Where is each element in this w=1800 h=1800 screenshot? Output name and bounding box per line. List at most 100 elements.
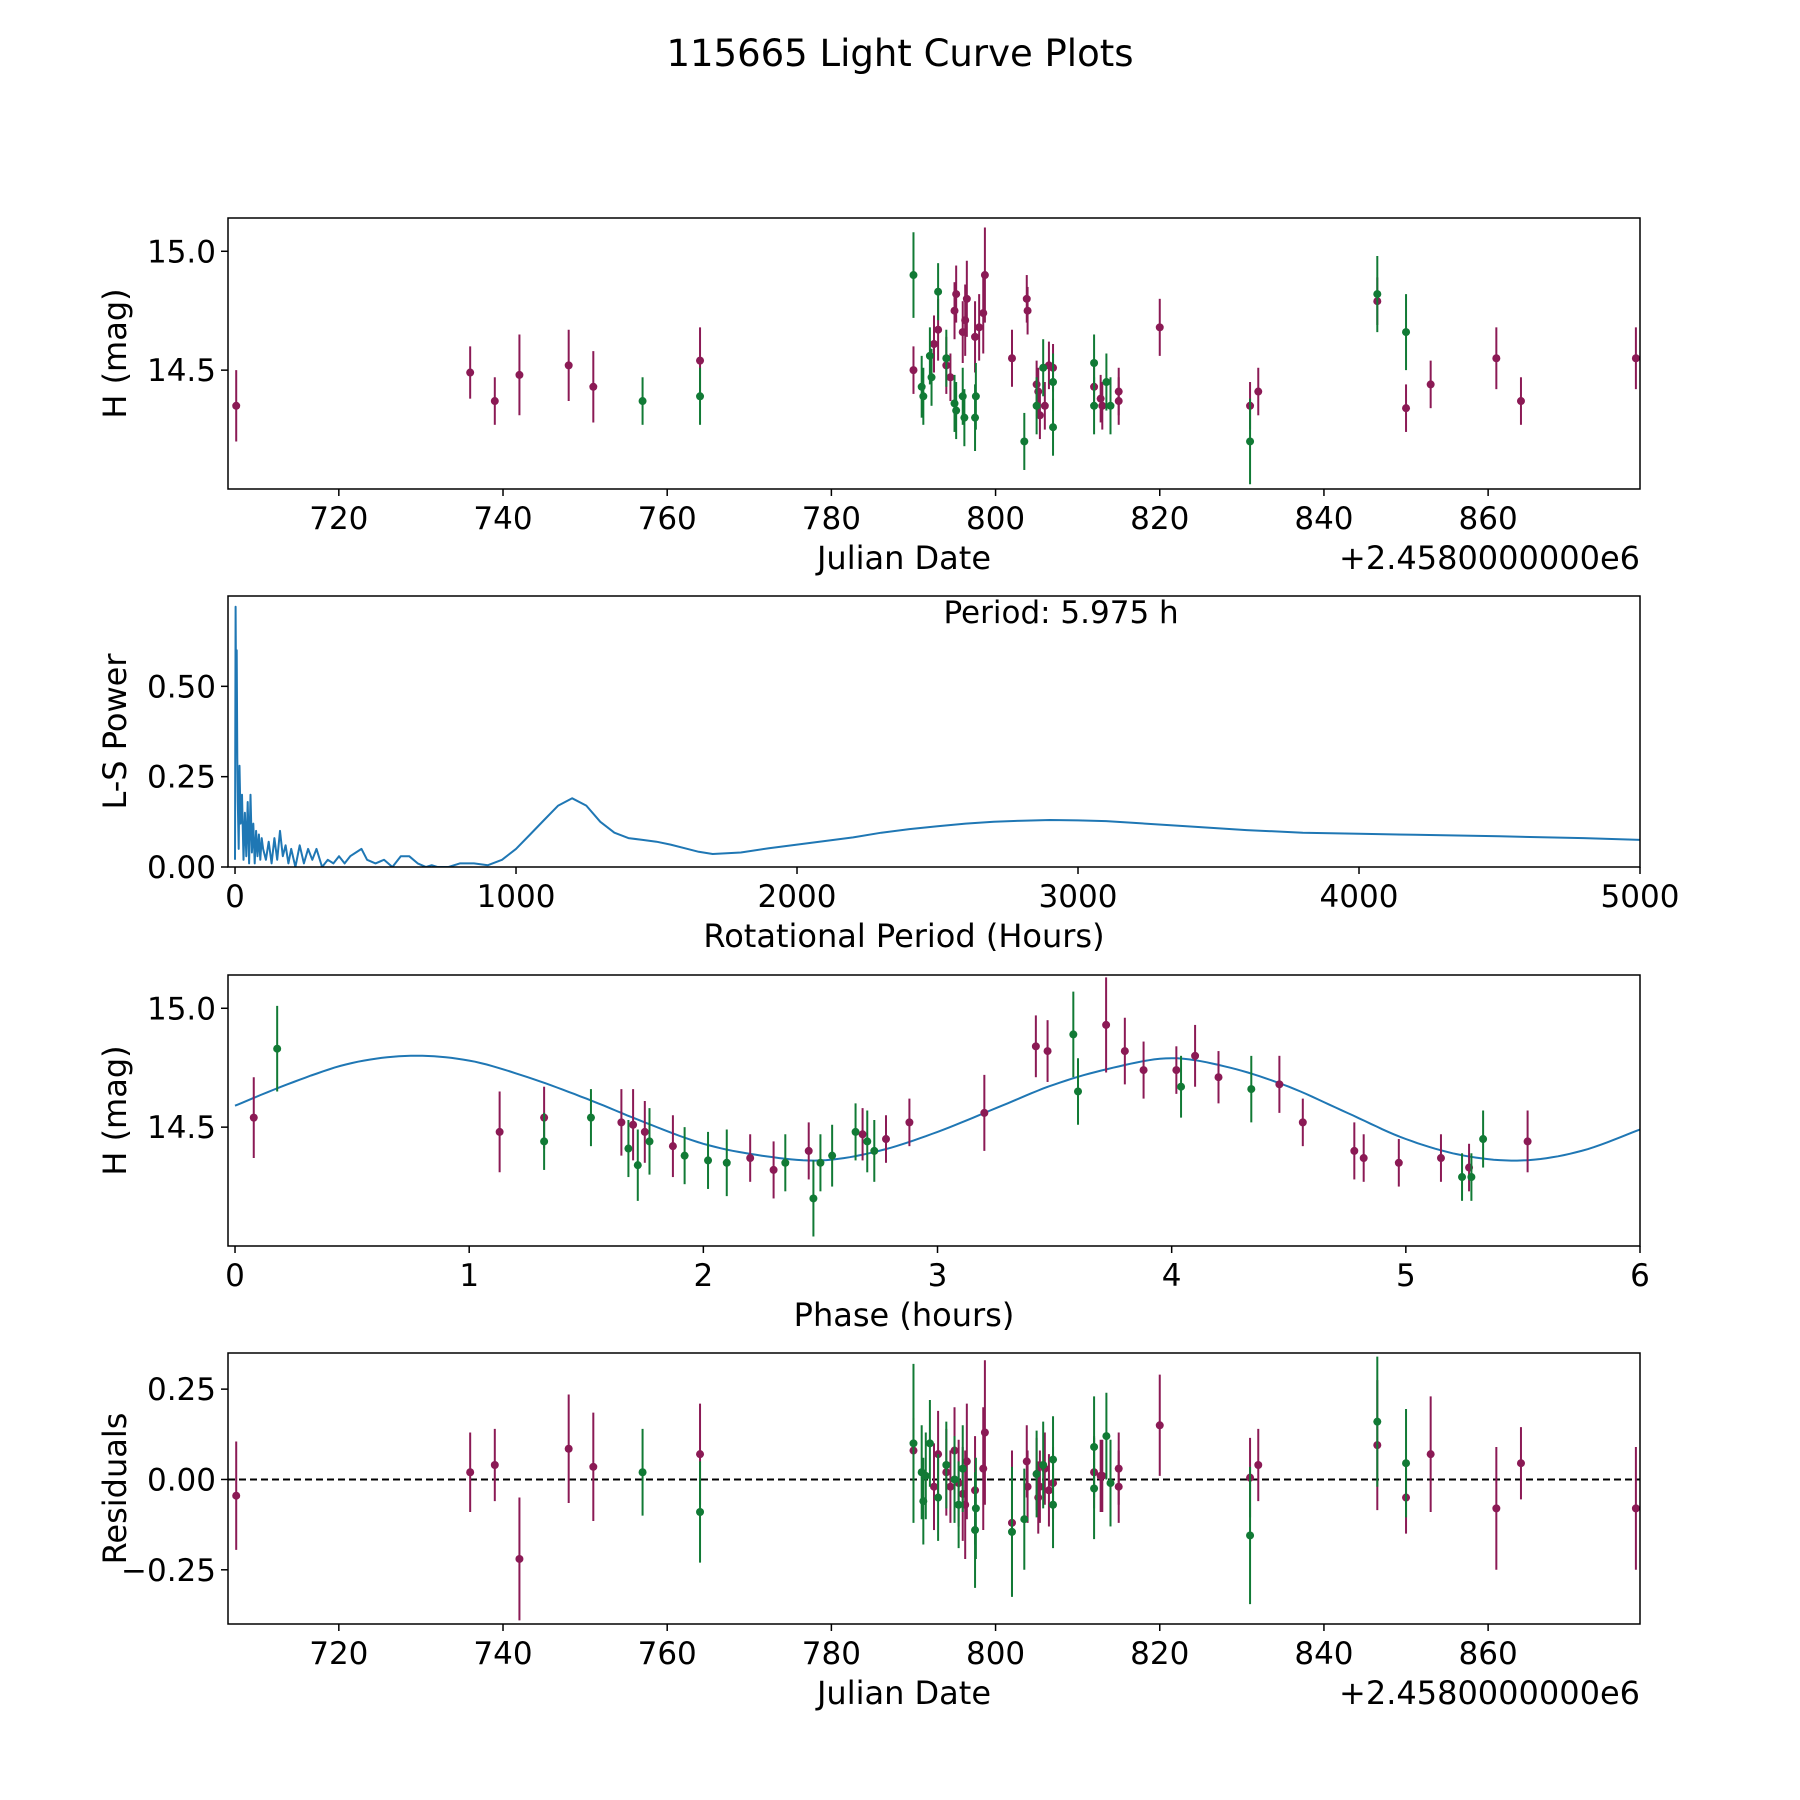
data-point: [1139, 1066, 1148, 1075]
data-point: [746, 1154, 755, 1163]
x-tick-label: 840: [1294, 501, 1353, 537]
subplot-residuals: 720 740 760 780 800 820 840 860 −0.25 0.00 0.25 Jul…: [96, 1352, 1641, 1712]
data-point: [1020, 1515, 1029, 1524]
data-point: [980, 1428, 989, 1437]
data-point: [1214, 1073, 1223, 1082]
data-point: [979, 309, 988, 318]
data-point: [1007, 354, 1016, 363]
data-point: [1074, 1087, 1083, 1096]
figure-title: 115665 Light Curve Plots: [666, 32, 1133, 75]
x-tick-label: 0: [225, 1258, 245, 1294]
data-point: [1246, 437, 1255, 446]
data-point: [1023, 306, 1032, 315]
data-point: [909, 366, 918, 375]
data-point: [640, 1127, 649, 1136]
y-tick-label: 15.0: [147, 234, 216, 270]
data-point: [1275, 1080, 1284, 1089]
data-point: [1049, 378, 1058, 387]
data-point: [863, 1137, 872, 1146]
data-point: [490, 397, 499, 406]
x-tick-label: 6: [1630, 1258, 1650, 1294]
data-point: [950, 1475, 959, 1484]
data-point: [1098, 1471, 1107, 1480]
data-point: [971, 1504, 980, 1513]
x-axis-label: Phase (hours): [794, 1296, 1015, 1334]
x-tick-label: 860: [1459, 501, 1518, 537]
y-axis-label: H (mag): [96, 1045, 134, 1175]
y-axis-label: L-S Power: [96, 653, 134, 810]
data-point: [1479, 1135, 1488, 1144]
data-point: [769, 1165, 778, 1174]
data-point: [1034, 1493, 1043, 1502]
x-tick-label: 860: [1459, 1636, 1518, 1672]
data-point: [696, 1507, 705, 1516]
data-point: [1373, 290, 1382, 299]
data-point: [1035, 411, 1044, 420]
data-point: [1102, 378, 1111, 387]
data-point: [1106, 401, 1115, 410]
data-point: [946, 373, 955, 382]
data-point: [979, 1464, 988, 1473]
data-point: [1155, 323, 1164, 332]
data-point: [1373, 1417, 1382, 1426]
x-tick-label: 3: [928, 1258, 948, 1294]
data-point: [1467, 1173, 1476, 1182]
data-point: [828, 1151, 837, 1160]
data-point: [942, 354, 951, 363]
x-tick-label: 740: [473, 501, 532, 537]
data-point: [1394, 1158, 1403, 1167]
model-curve: [234, 1054, 1640, 1162]
subplot-lightcurve: 720 740 760 780 800 820 840 860 14.5 15.0 Julian D…: [96, 217, 1641, 577]
data-point: [870, 1146, 879, 1155]
data-point: [1096, 394, 1105, 403]
axes-frame: [227, 1352, 1641, 1625]
data-point: [1031, 1042, 1040, 1051]
data-point: [1631, 354, 1640, 363]
data-point: [980, 271, 989, 280]
data-point: [564, 1444, 573, 1453]
data-point: [1436, 1154, 1445, 1163]
x-offset-text: +2.4580000000e6: [1339, 1674, 1640, 1712]
data-point: [1007, 1527, 1016, 1536]
data-point: [958, 392, 967, 401]
x-tick-label: 4: [1162, 1258, 1182, 1294]
data-point: [934, 325, 943, 334]
data-point: [1102, 1432, 1111, 1441]
data-point: [668, 1142, 677, 1151]
data-point: [540, 1137, 549, 1146]
data-point: [704, 1156, 713, 1165]
data-point: [1114, 1482, 1123, 1491]
data-point: [960, 413, 969, 422]
plots-container: 720 740 760 780 800 820 840 860 14.5 15.0 Julian D…: [96, 217, 1679, 1712]
data-point: [958, 1464, 967, 1473]
data-point: [934, 287, 943, 296]
plot-area: [234, 605, 1640, 867]
data-point: [950, 399, 959, 408]
x-tick-label: 5: [1396, 1258, 1416, 1294]
data-point: [1043, 1047, 1052, 1056]
data-point: [930, 1482, 938, 1491]
y-axis-label: H (mag): [96, 288, 134, 418]
y-tick-label: 0.25: [147, 1372, 216, 1408]
data-point: [1098, 401, 1107, 410]
axes-frame: [227, 595, 1641, 868]
data-point: [1039, 363, 1048, 372]
data-point: [680, 1151, 689, 1160]
data-point: [564, 361, 573, 370]
y-tick-label: 14.5: [147, 353, 216, 389]
data-point: [809, 1194, 818, 1203]
x-tick-label: 840: [1294, 1636, 1353, 1672]
data-point: [1120, 1047, 1129, 1056]
data-point: [1254, 1461, 1263, 1470]
x-tick-label: 2: [693, 1258, 713, 1294]
data-point: [961, 316, 970, 325]
data-point: [696, 1450, 705, 1459]
x-tick-label: 760: [638, 501, 697, 537]
data-point: [1032, 401, 1041, 410]
y-tick-label: 14.5: [147, 1110, 216, 1146]
data-point: [617, 1118, 626, 1127]
data-point: [925, 1439, 934, 1448]
data-point: [781, 1158, 790, 1167]
data-point: [1516, 1459, 1525, 1468]
